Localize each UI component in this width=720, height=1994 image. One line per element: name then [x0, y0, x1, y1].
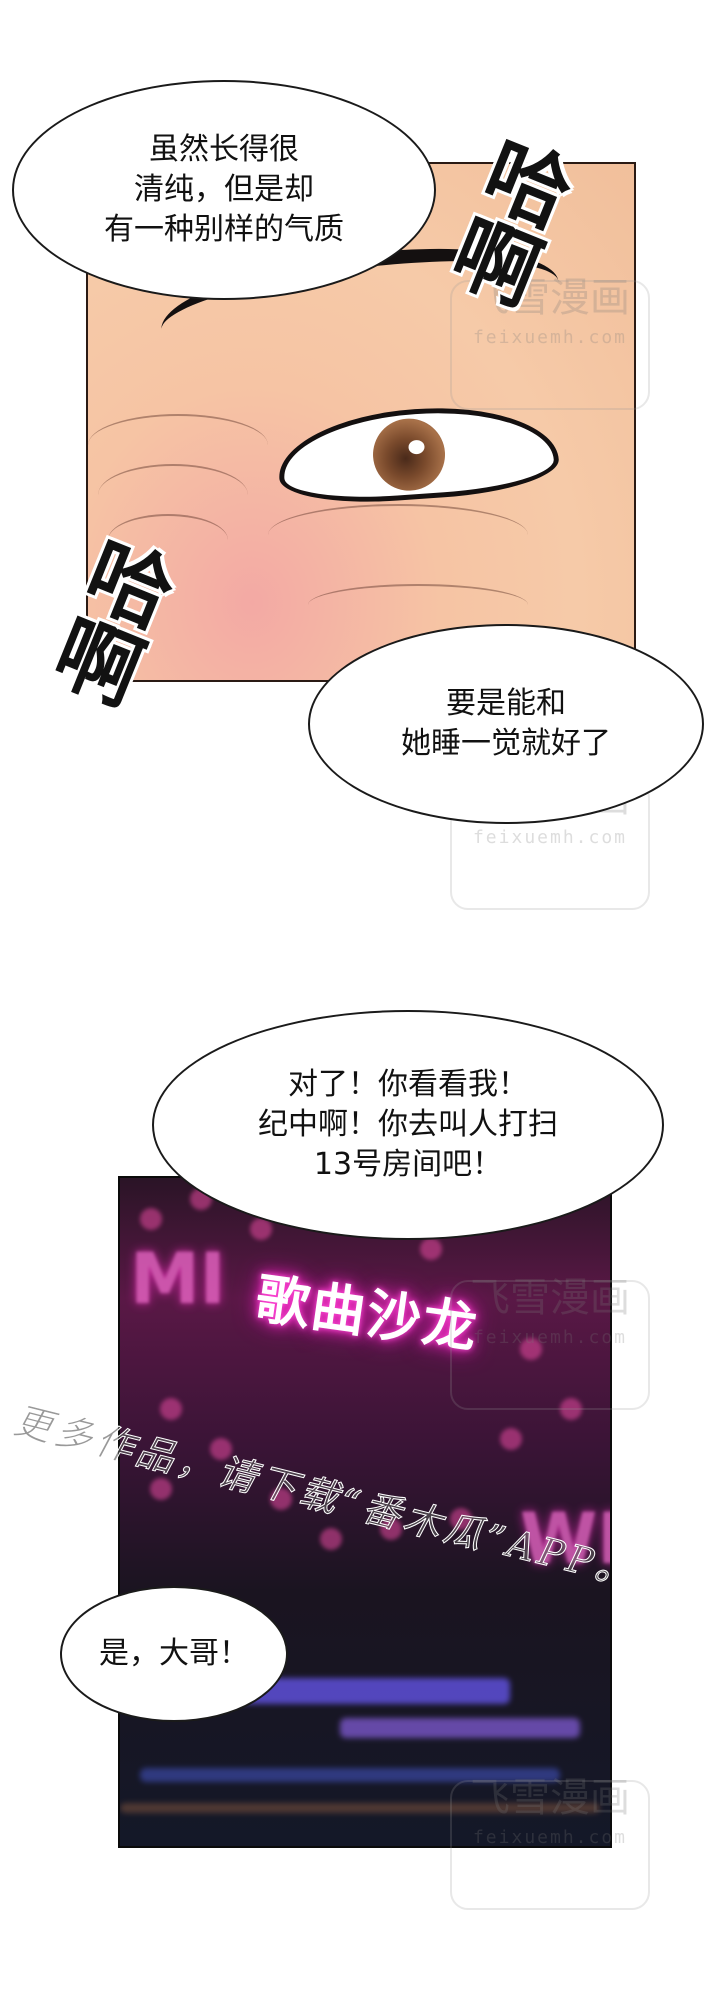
- watermark: 飞雪漫画 feixuemh.com: [440, 270, 660, 420]
- neon-bulb: [560, 1398, 582, 1420]
- iris: [370, 416, 448, 494]
- watermark-title: 飞雪漫画: [470, 1775, 630, 1821]
- neon-light-strip: [340, 1718, 580, 1738]
- neon-bulb: [150, 1478, 172, 1500]
- skin-wrinkle: [268, 504, 528, 566]
- neon-bulb: [270, 1488, 292, 1510]
- watermark: 飞雪漫画 feixuemh.com: [440, 1270, 660, 1420]
- speech-bubble-order: 对了！你看看我！ 纪中啊！你去叫人打扫 13号房间吧！: [152, 1010, 664, 1240]
- neon-bulb: [500, 1428, 522, 1450]
- panel-neon-sign: MI WI 歌曲沙龙: [118, 1176, 612, 1848]
- neon-letters-blur: MI: [130, 1238, 226, 1320]
- neon-bulb: [140, 1208, 162, 1230]
- watermark-url: feixuemh.com: [472, 1827, 628, 1848]
- watermark-frame: [450, 1280, 650, 1410]
- neon-bulb: [380, 1518, 402, 1540]
- neon-light-strip: [140, 1768, 560, 1782]
- neon-bulb: [520, 1338, 542, 1360]
- neon-letters-blur: WI: [520, 1498, 610, 1580]
- neon-bulb: [210, 1438, 232, 1460]
- skin-wrinkle: [108, 514, 228, 566]
- neon-bulb: [160, 1398, 182, 1420]
- eye-glint: [408, 439, 425, 455]
- watermark-title: 飞雪漫画: [470, 1275, 630, 1321]
- skin-wrinkle: [88, 414, 268, 476]
- watermark-frame: [450, 280, 650, 410]
- neon-bulb: [320, 1528, 342, 1550]
- speech-bubble-thought: 虽然长得很 清纯，但是却 有一种别样的气质: [12, 80, 436, 300]
- skin-wrinkle: [308, 584, 528, 626]
- speech-bubble-wish: 要是能和 她睡一觉就好了: [308, 624, 704, 824]
- neon-bulb: [450, 1508, 472, 1530]
- neon-light-strip: [120, 1803, 600, 1813]
- neon-bulb: [250, 1218, 272, 1240]
- neon-bulb: [420, 1238, 442, 1260]
- watermark-url: feixuemh.com: [472, 827, 628, 848]
- skin-wrinkle: [98, 464, 248, 526]
- watermark: 飞雪漫画 feixuemh.com: [440, 1770, 660, 1920]
- watermark-url: feixuemh.com: [472, 327, 628, 348]
- watermark-url: feixuemh.com: [472, 1327, 628, 1348]
- watermark-title: 飞雪漫画: [470, 275, 630, 321]
- watermark-frame: [450, 1780, 650, 1910]
- speech-bubble-reply: 是，大哥！: [60, 1586, 288, 1722]
